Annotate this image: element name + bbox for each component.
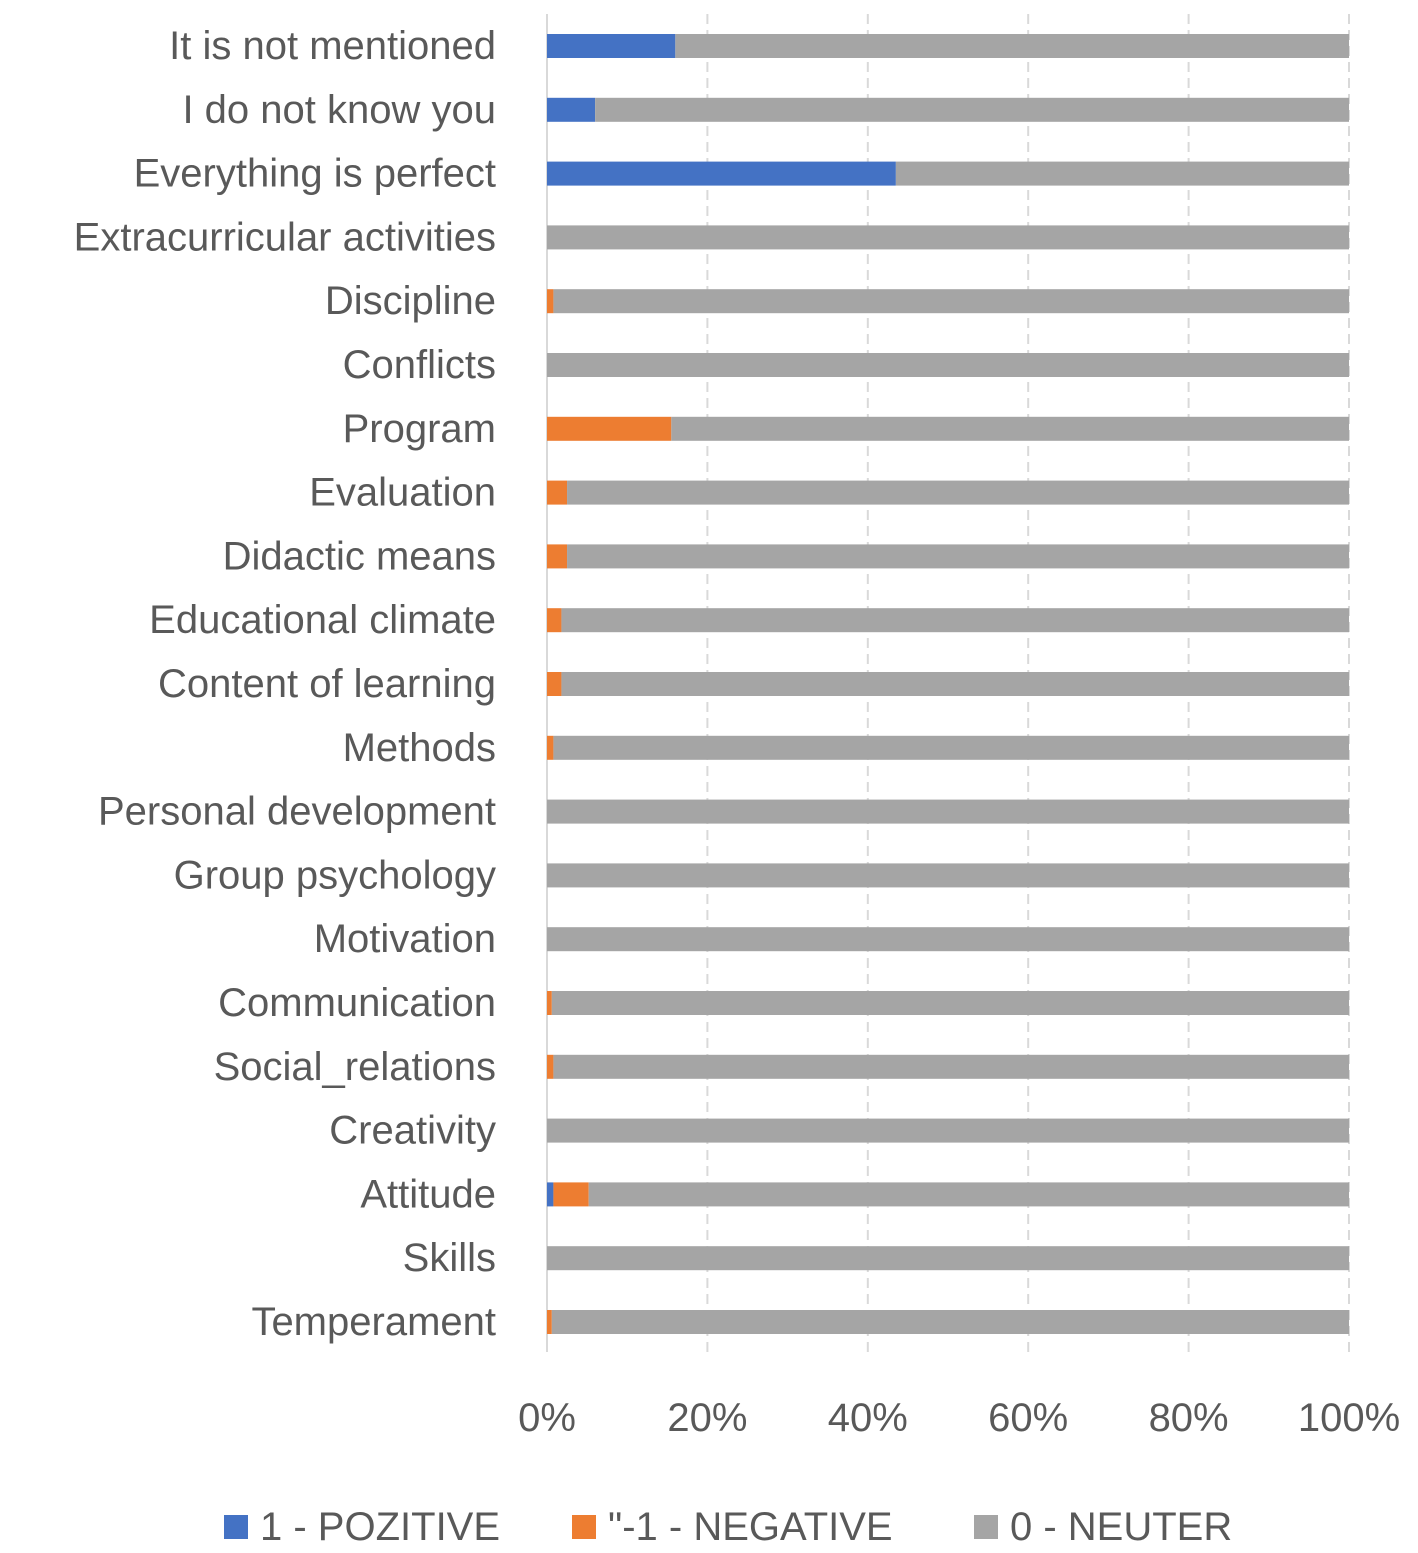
bar-segment-11-1 bbox=[547, 735, 554, 760]
category-label: Everything is perfect bbox=[134, 152, 496, 196]
bar-segment-2-0 bbox=[547, 161, 896, 186]
x-axis-tick-labels: 0% 20% 40% 60% 80% 100% bbox=[518, 1396, 1400, 1440]
bar-segment-2-2 bbox=[895, 161, 1349, 186]
x-tick-label-3: 60% bbox=[988, 1396, 1068, 1440]
bar-segment-0-2 bbox=[675, 34, 1349, 58]
bar-segment-1-2 bbox=[595, 97, 1349, 122]
category-label: Program bbox=[343, 407, 496, 451]
bar-segment-16-1 bbox=[547, 1054, 554, 1079]
bar-segment-6-2 bbox=[671, 416, 1349, 441]
bar-segment-9-1 bbox=[547, 608, 562, 633]
category-label: I do not know you bbox=[182, 88, 496, 132]
bar-segment-1-0 bbox=[547, 97, 596, 122]
category-label: Skills bbox=[403, 1236, 496, 1280]
bar-segment-18-2 bbox=[588, 1182, 1349, 1207]
bar-segment-10-2 bbox=[561, 672, 1349, 696]
bar-segment-20-1 bbox=[547, 1310, 552, 1334]
x-tick-label-0: 0% bbox=[518, 1396, 576, 1440]
x-tick-label-2: 40% bbox=[828, 1396, 908, 1440]
category-labels: It is not mentioned I do not know you Ever… bbox=[74, 24, 496, 1344]
bar-segment-9-2 bbox=[561, 608, 1349, 633]
bar-segment-7-2 bbox=[567, 480, 1349, 505]
category-label: Motivation bbox=[314, 917, 496, 961]
legend-label-2: 0 - NEUTER bbox=[1010, 1505, 1232, 1549]
bar-segment-17-2 bbox=[547, 1118, 1349, 1143]
bar-segment-14-2 bbox=[547, 927, 1349, 952]
x-tick-label-4: 80% bbox=[1149, 1396, 1229, 1440]
bar-segment-4-1 bbox=[547, 289, 554, 314]
bar-segment-4-2 bbox=[553, 289, 1349, 314]
legend: 1 - POZITIVE "-1 - NEGATIVE 0 - NEUTER bbox=[224, 1505, 1232, 1549]
legend-swatch-1 bbox=[572, 1515, 596, 1539]
bar-segment-18-1 bbox=[553, 1182, 589, 1207]
bar-segment-15-1 bbox=[547, 991, 552, 1015]
category-label: Didactic means bbox=[223, 534, 496, 578]
category-label: Creativity bbox=[329, 1109, 496, 1153]
category-label: Methods bbox=[343, 726, 496, 770]
bar-segment-18-0 bbox=[547, 1182, 554, 1207]
category-label: Personal development bbox=[98, 790, 496, 834]
category-label: Evaluation bbox=[309, 471, 496, 515]
category-label: Social_relations bbox=[214, 1045, 496, 1089]
category-label: Educational climate bbox=[149, 598, 496, 642]
category-label: Conflicts bbox=[343, 343, 496, 387]
bar-segment-20-2 bbox=[551, 1310, 1349, 1334]
category-label: Communication bbox=[218, 981, 496, 1025]
legend-swatch-2 bbox=[974, 1515, 998, 1539]
bar-segment-10-1 bbox=[547, 672, 562, 696]
category-label: Group psychology bbox=[174, 853, 496, 897]
bar-segment-6-1 bbox=[547, 416, 672, 441]
bar-segment-8-1 bbox=[547, 544, 568, 569]
category-label: It is not mentioned bbox=[169, 24, 496, 68]
bar-segment-16-2 bbox=[553, 1054, 1349, 1079]
category-label: Attitude bbox=[360, 1172, 496, 1216]
category-label: Extracurricular activities bbox=[74, 215, 496, 259]
bar-segment-19-2 bbox=[547, 1246, 1349, 1271]
bar-segment-12-2 bbox=[547, 799, 1349, 824]
x-tick-label-5: 100% bbox=[1298, 1396, 1400, 1440]
x-tick-label-1: 20% bbox=[667, 1396, 747, 1440]
bar-segment-13-2 bbox=[547, 863, 1349, 888]
bar-segment-11-2 bbox=[553, 735, 1349, 760]
category-label: Content of learning bbox=[158, 662, 496, 706]
bar-segment-8-2 bbox=[567, 544, 1349, 569]
legend-label-1: "-1 - NEGATIVE bbox=[608, 1505, 893, 1549]
bars bbox=[547, 34, 1349, 1334]
bar-segment-5-2 bbox=[547, 353, 1349, 377]
legend-label-0: 1 - POZITIVE bbox=[260, 1505, 500, 1549]
bar-segment-0-0 bbox=[547, 34, 676, 58]
bar-segment-7-1 bbox=[547, 480, 568, 505]
legend-swatch-0 bbox=[224, 1515, 248, 1539]
bar-segment-15-2 bbox=[551, 991, 1349, 1015]
bar-segment-3-2 bbox=[547, 225, 1349, 250]
category-label: Discipline bbox=[325, 279, 496, 323]
category-label: Temperament bbox=[251, 1300, 496, 1344]
